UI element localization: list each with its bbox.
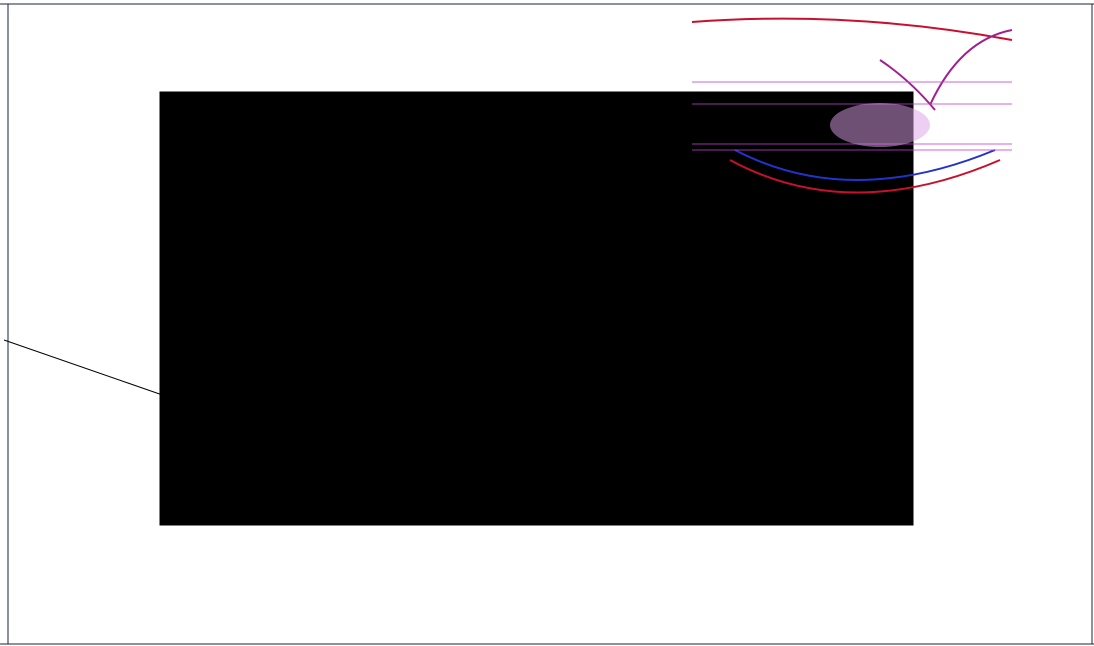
frame [0,3,1094,645]
ray [159,382,538,526]
seal-arc [929,29,1013,106]
ray [499,91,538,526]
ray [159,297,538,526]
watermark-leaf [500,598,615,644]
arc [310,298,538,526]
watermark-leaf [430,592,530,644]
seal [691,17,1013,194]
arc [385,373,538,526]
seal-scanlines [692,81,1012,151]
seal-arc [879,59,936,111]
arc [469,210,538,525]
seal-arc [691,17,1013,41]
ray [189,91,538,526]
watermark-leaf [590,628,685,646]
ray [159,455,538,526]
ray [386,91,538,526]
seal-arc [729,159,1001,194]
arc [272,260,538,526]
watermark [430,592,685,646]
seal-arc [734,149,996,181]
ray [3,339,538,526]
ray [462,91,538,526]
arc [461,449,538,526]
ray [299,91,538,526]
ray [159,195,538,526]
arc [348,336,538,526]
arc [423,411,538,526]
mesh [3,91,914,526]
seal-emblem [830,103,930,147]
